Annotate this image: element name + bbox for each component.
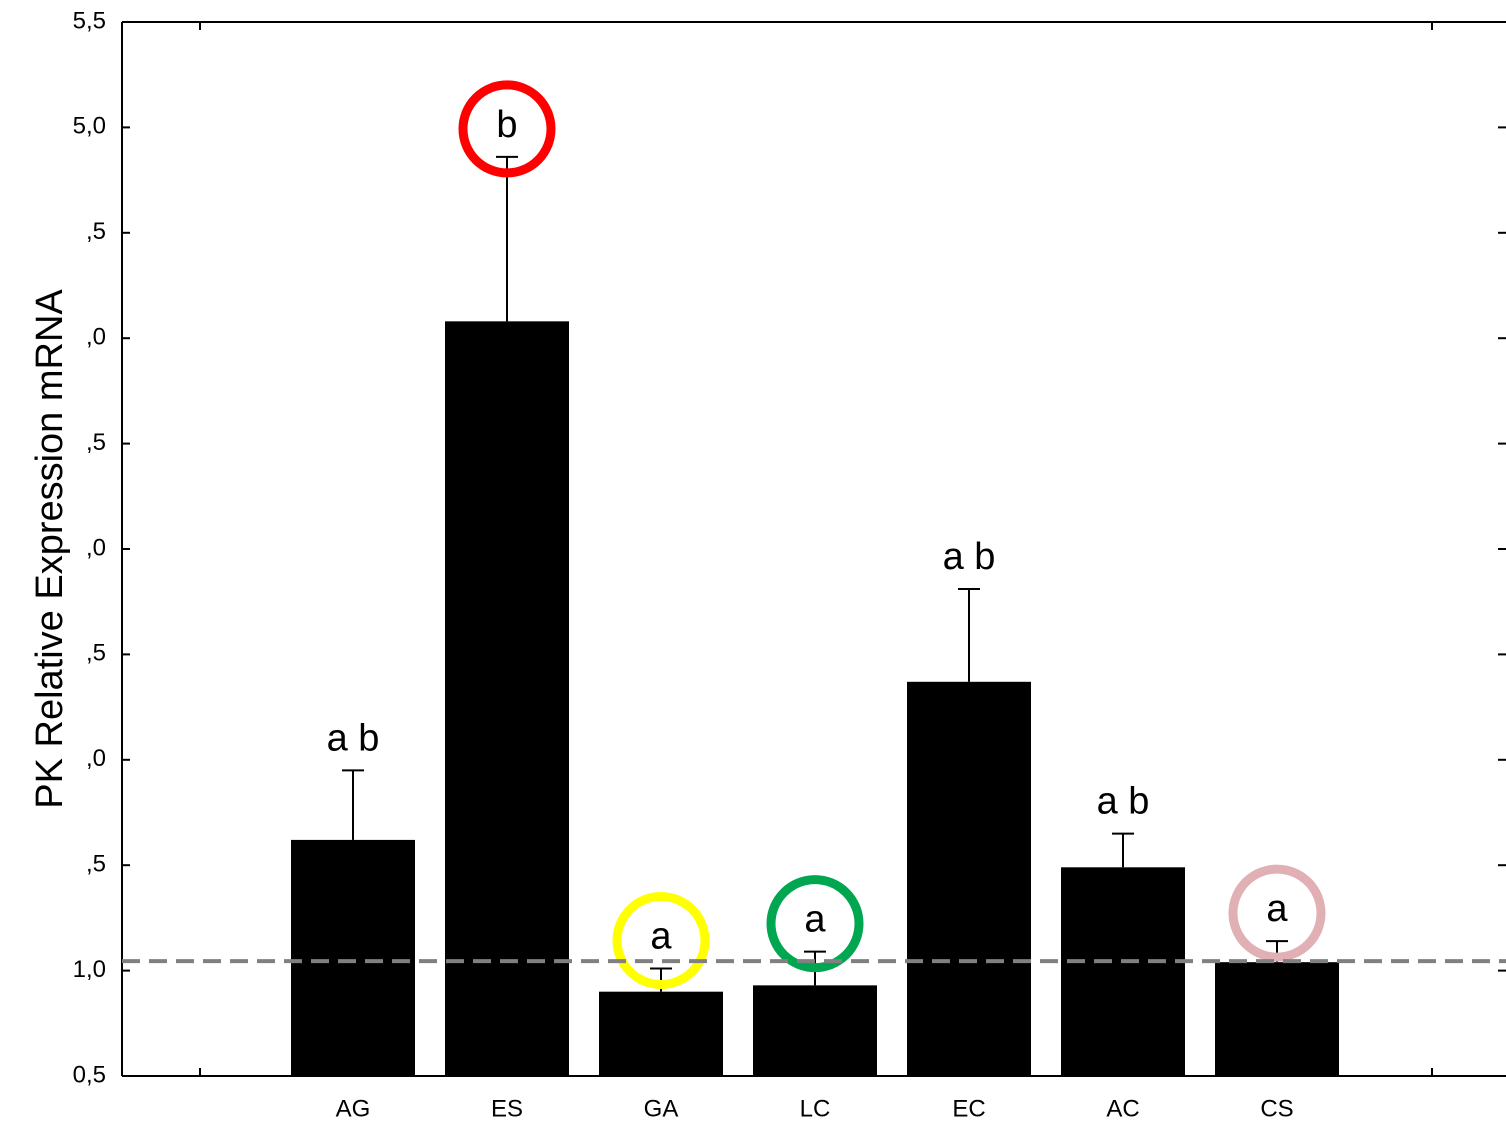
x-tick-label: LC [800, 1095, 831, 1122]
annotation: a [650, 916, 672, 958]
annotation-circle [612, 891, 710, 989]
bar [1215, 962, 1339, 1076]
annotation: a b [1097, 781, 1150, 823]
x-tick-label: CS [1260, 1095, 1293, 1122]
x-tick-label: EC [952, 1095, 985, 1122]
annotation: b [496, 104, 517, 146]
y-tick-label: ,5 [86, 218, 106, 245]
annotation-circle [458, 80, 556, 178]
y-tick-label: ,5 [86, 640, 106, 667]
y-tick-label: ,5 [86, 851, 106, 878]
x-tick-label: GA [644, 1095, 679, 1122]
y-tick-label: 5,5 [73, 7, 106, 34]
bar [753, 985, 877, 1076]
y-tick-label: 5,0 [73, 113, 106, 140]
bar [907, 681, 1031, 1076]
y-tick-label: ,0 [86, 324, 106, 351]
y-tick-label: 1,0 [73, 956, 106, 983]
annotation: a b [327, 717, 380, 759]
y-tick-label: ,0 [86, 534, 106, 561]
y-axis-label: PK Relative Expression mRNA [29, 289, 71, 809]
x-tick-label: AG [336, 1095, 371, 1122]
bar [599, 991, 723, 1076]
x-tick-label: AC [1106, 1095, 1139, 1122]
annotation: a [1266, 888, 1288, 930]
bar [1061, 867, 1185, 1076]
y-tick-label: 0,5 [73, 1061, 106, 1088]
annotation-circle [1228, 864, 1326, 962]
annotation: a b [943, 536, 996, 578]
annotation-circle [766, 875, 864, 973]
y-tick-label: ,5 [86, 429, 106, 456]
x-tick-label: ES [491, 1095, 523, 1122]
y-tick-label: ,0 [86, 745, 106, 772]
bar [291, 839, 415, 1076]
annotation: a [804, 899, 826, 941]
bar [445, 321, 569, 1076]
